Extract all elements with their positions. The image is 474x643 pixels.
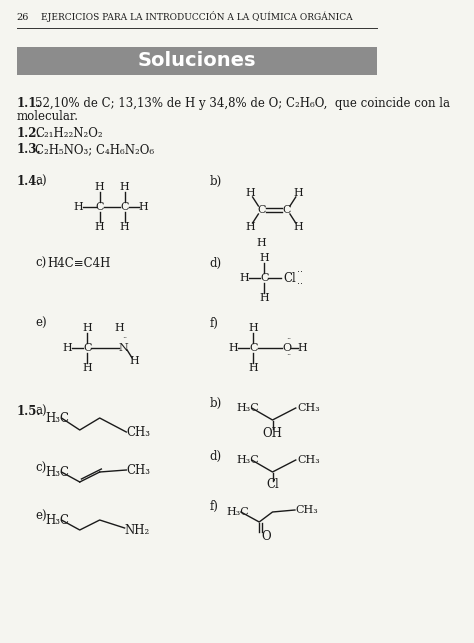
Text: H4C≡C4H: H4C≡C4H: [47, 257, 111, 270]
Text: C: C: [257, 205, 266, 215]
Text: c): c): [35, 462, 46, 475]
Text: H₃C: H₃C: [46, 466, 70, 478]
Text: ··: ··: [286, 336, 292, 345]
Text: H: H: [120, 222, 129, 232]
Text: a): a): [35, 405, 46, 418]
Text: H: H: [138, 202, 148, 212]
Text: N: N: [118, 343, 128, 353]
Text: 1.5.: 1.5.: [17, 405, 41, 418]
Text: H: H: [298, 343, 307, 353]
Text: H₃C: H₃C: [46, 412, 70, 424]
Text: H: H: [259, 293, 269, 303]
Text: H: H: [293, 188, 303, 198]
Text: c): c): [35, 257, 46, 270]
Text: H: H: [120, 182, 129, 192]
Text: H: H: [82, 323, 92, 333]
Text: NH₂: NH₂: [125, 523, 150, 536]
Text: CH₃: CH₃: [297, 403, 320, 413]
Text: EJERCICIOS PARA LA INTRODUCCIÓN A LA QUÍMICA ORGÁNICA: EJERCICIOS PARA LA INTRODUCCIÓN A LA QUÍ…: [41, 11, 353, 22]
Text: 52,10% de C; 13,13% de H y 34,8% de O; C₂H₆O,  que coincide con la: 52,10% de C; 13,13% de H y 34,8% de O; C…: [35, 97, 450, 110]
Text: H: H: [293, 222, 303, 232]
Text: 1.4.: 1.4.: [17, 175, 41, 188]
Text: O: O: [282, 343, 291, 353]
Text: ··: ··: [297, 267, 303, 277]
Text: 1.3.: 1.3.: [17, 143, 41, 156]
Text: CH₃: CH₃: [297, 455, 320, 465]
Text: H: H: [130, 356, 139, 366]
Text: H: H: [115, 323, 125, 333]
Text: ··: ··: [286, 352, 292, 361]
Text: Soluciones: Soluciones: [137, 51, 256, 69]
Text: H: H: [63, 343, 72, 353]
Text: C₂H₅NO₃; C₄H₆N₂O₆: C₂H₅NO₃; C₄H₆N₂O₆: [35, 143, 154, 156]
Text: C: C: [249, 343, 258, 353]
Text: H₃C: H₃C: [237, 403, 260, 413]
Text: a): a): [35, 175, 46, 188]
Text: H₃C: H₃C: [237, 455, 260, 465]
Text: b): b): [210, 175, 222, 188]
Text: H₃C: H₃C: [226, 507, 249, 517]
Text: CH₃: CH₃: [126, 426, 150, 439]
Text: 26: 26: [17, 13, 29, 22]
Text: CH₃: CH₃: [126, 464, 150, 476]
Text: OH: OH: [263, 427, 283, 440]
Text: e): e): [35, 510, 46, 523]
Text: Cl: Cl: [266, 478, 279, 491]
Text: H: H: [82, 363, 92, 373]
Text: b): b): [210, 397, 222, 410]
Text: 1.1.: 1.1.: [17, 97, 41, 110]
Text: H: H: [257, 238, 266, 248]
FancyBboxPatch shape: [17, 47, 377, 75]
Text: f): f): [210, 500, 218, 513]
Text: C: C: [95, 202, 104, 212]
Text: H: H: [245, 222, 255, 232]
Text: 1.2.: 1.2.: [17, 127, 41, 140]
Text: CH₃: CH₃: [295, 505, 318, 515]
Text: H: H: [245, 188, 255, 198]
Text: H: H: [95, 222, 105, 232]
Text: molecular.: molecular.: [17, 110, 79, 123]
Text: d): d): [210, 257, 221, 270]
Text: C: C: [120, 202, 129, 212]
Text: H: H: [259, 253, 269, 263]
Text: H₃C: H₃C: [46, 514, 70, 527]
Text: d): d): [210, 450, 221, 463]
Text: H: H: [248, 323, 258, 333]
Text: C₂₁H₂₂N₂O₂: C₂₁H₂₂N₂O₂: [35, 127, 102, 140]
Text: Cl: Cl: [283, 271, 296, 284]
Text: O: O: [261, 530, 271, 543]
Text: C: C: [83, 343, 91, 353]
Text: H: H: [73, 202, 83, 212]
Text: H: H: [239, 273, 249, 283]
Text: C: C: [283, 205, 291, 215]
Text: e): e): [35, 317, 46, 330]
Text: f): f): [210, 317, 218, 330]
Text: ··: ··: [297, 279, 303, 289]
Text: C: C: [260, 273, 268, 283]
Text: H: H: [228, 343, 238, 353]
Text: ··: ··: [122, 334, 127, 343]
Text: H: H: [95, 182, 105, 192]
Text: H: H: [248, 363, 258, 373]
